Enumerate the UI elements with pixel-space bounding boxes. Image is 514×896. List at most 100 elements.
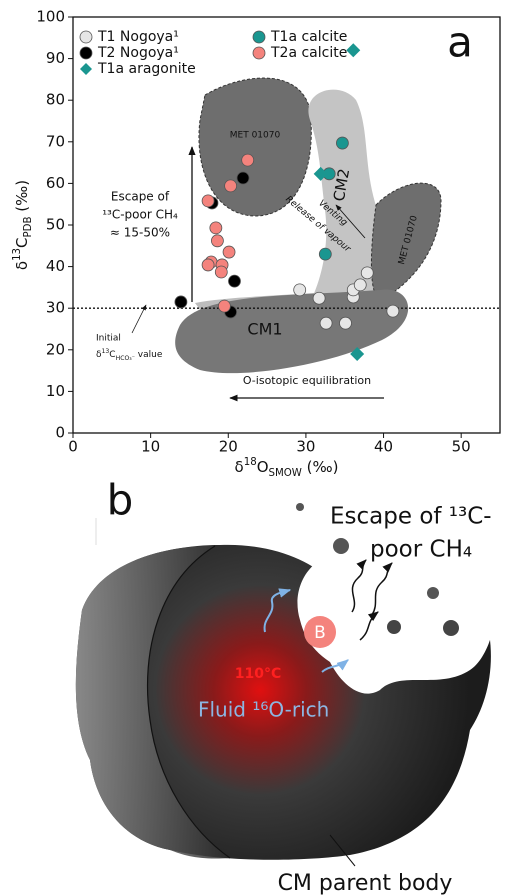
axis-label: δ13CHCO₃⁻ value — [96, 348, 163, 362]
y-tick-label: 0 — [55, 424, 65, 442]
point — [293, 283, 307, 297]
point — [211, 234, 224, 248]
y-tick-label: 80 — [46, 91, 65, 109]
diagram-b: b Escape of ¹³C- poor CH₄ B 110°C Fluid … — [75, 476, 496, 896]
legend-marker — [252, 30, 266, 44]
legend-label: T2 Nogoya¹ — [97, 45, 179, 61]
label-part: C — [109, 350, 115, 360]
gas-dot — [333, 538, 349, 554]
y-tick-label: 20 — [46, 340, 65, 358]
annotation: ≈ 15-50% — [110, 226, 170, 240]
point — [386, 304, 400, 318]
y-tick-label: 40 — [46, 257, 65, 275]
plot-frame — [72, 16, 501, 434]
annotation: Initial — [96, 334, 121, 344]
annotation: CM1 — [247, 320, 282, 339]
label-part: (‰) — [302, 458, 339, 476]
gas-dot — [443, 620, 459, 636]
point — [313, 166, 328, 181]
gas-dot — [296, 503, 304, 511]
x-tick-label: 30 — [296, 438, 315, 456]
annotation: CM2 — [330, 167, 353, 203]
x-tick-label: 40 — [374, 438, 393, 456]
y-tick-label: 70 — [46, 132, 65, 150]
legend-marker — [79, 46, 93, 60]
label-part: 18 — [244, 457, 257, 468]
gas-dot — [427, 587, 439, 599]
point — [319, 316, 333, 330]
point — [318, 247, 332, 261]
point — [346, 43, 361, 58]
axis-label: δ18OSMOW (‰) — [235, 457, 339, 479]
panel-label: b — [107, 476, 134, 525]
point — [214, 265, 228, 279]
point — [209, 221, 223, 235]
point — [312, 291, 326, 305]
met-region-upper — [198, 77, 312, 217]
point — [224, 179, 238, 193]
temperature-label: 110°C — [235, 666, 282, 682]
y-tick-label: 60 — [46, 174, 65, 192]
axis-label: δ13CPDB (‰) — [12, 180, 34, 270]
point — [241, 153, 255, 167]
x-tick-label: 50 — [452, 438, 471, 456]
annotation: ¹³C-poor CH₄ — [102, 208, 178, 222]
gas-dot — [387, 620, 401, 634]
point — [339, 316, 352, 330]
body-rim — [75, 545, 231, 859]
escape-arrow — [351, 559, 367, 613]
label-part: δ — [13, 261, 31, 270]
legend-marker — [252, 46, 266, 60]
body-outline — [147, 545, 231, 859]
label-part: 13 — [12, 248, 23, 261]
point — [350, 346, 365, 361]
point — [335, 136, 349, 150]
label-part: 13 — [102, 348, 110, 355]
y-tick-label: 10 — [46, 382, 65, 400]
fluid-arrow — [263, 588, 292, 633]
y-tick-label: 30 — [46, 299, 65, 317]
escape-label: poor CH₄ — [370, 537, 472, 563]
panel-label: a — [447, 18, 473, 67]
point — [201, 258, 215, 272]
legend-label: T1 Nogoya¹ — [97, 29, 179, 45]
label-part: PDB — [23, 216, 34, 237]
point — [360, 266, 374, 280]
point — [353, 278, 367, 292]
bubble-label: B — [314, 623, 326, 643]
label-part: O — [257, 458, 269, 476]
bubble — [304, 616, 336, 648]
label-part: δ — [96, 350, 102, 360]
label-part: value — [135, 350, 163, 360]
point — [174, 295, 188, 309]
axes: 0 10 20 30 40 50 0 10 20 30 40 50 60 70 80 90 100 — [36, 8, 470, 456]
escape-label: Escape of ¹³C- — [330, 504, 492, 530]
legend-marker — [79, 30, 93, 44]
point — [217, 299, 231, 313]
point — [228, 274, 241, 288]
escape-arrow — [371, 562, 393, 616]
fluid-arrow — [321, 659, 349, 673]
x-tick-label: 20 — [219, 438, 238, 456]
fluid-label: Fluid ¹⁶O-rich — [198, 698, 329, 722]
label-part: HCO₃⁻ — [116, 355, 135, 362]
label-part: SMOW — [269, 468, 302, 479]
label-part: C — [13, 237, 31, 247]
annotation: MET 01070 — [230, 131, 281, 141]
point — [222, 245, 236, 259]
annotation: Escape of — [111, 190, 170, 204]
x-tick-label: 0 — [68, 438, 78, 456]
leader-line — [329, 834, 356, 867]
label-part: (‰) — [13, 180, 31, 217]
y-tick-label: 100 — [36, 8, 65, 26]
point — [236, 171, 250, 185]
x-tick-label: 10 — [141, 438, 160, 456]
arrow — [131, 304, 147, 334]
label-part: δ — [235, 458, 244, 476]
legend-label: T2a calcite — [270, 45, 347, 61]
escape-arrow — [359, 611, 379, 641]
point — [201, 194, 215, 208]
legend-marker — [80, 63, 92, 75]
y-tick-label: 90 — [46, 49, 65, 67]
